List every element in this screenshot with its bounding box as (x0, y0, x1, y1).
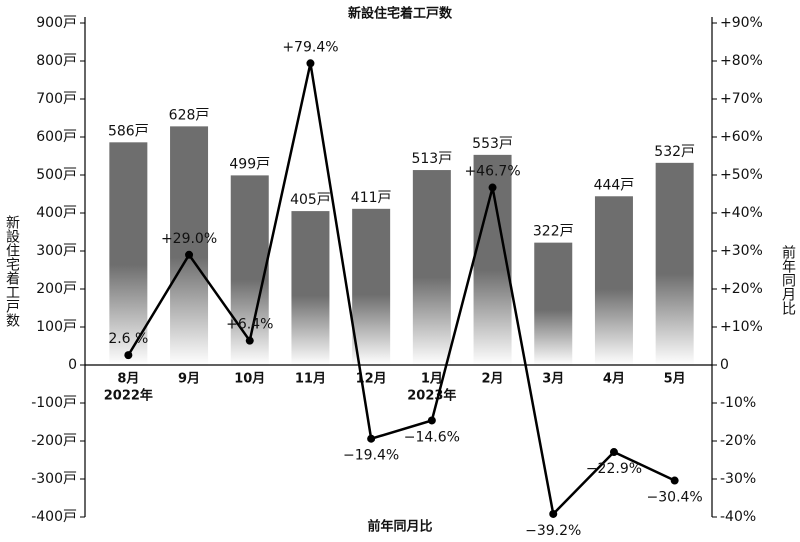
bar-value-label: 628戸 (169, 107, 210, 123)
line-point (124, 351, 133, 360)
bar (412, 170, 451, 365)
bar-value-label: 532戸 (654, 144, 695, 160)
x-tick-label: 2月 (482, 372, 504, 387)
line-point (670, 476, 679, 485)
line-value-label: +79.4% (282, 39, 338, 55)
line-value-label: +46.7% (464, 164, 520, 180)
y-tick-label: 800戸 (36, 53, 77, 69)
bar-value-label: 411戸 (351, 190, 392, 206)
line-value-label: −22.9% (586, 461, 642, 477)
y2-tick-label: -40% (720, 509, 756, 525)
line-point (306, 59, 315, 68)
x-tick-label: 8月 (117, 372, 139, 387)
y-tick-label: -300戸 (31, 471, 77, 487)
bar-value-label: 499戸 (229, 156, 270, 172)
y-tick-label: 900戸 (36, 15, 77, 31)
line (127, 63, 676, 517)
x-sub-label: 2022年 (104, 388, 153, 404)
chart-title: 新設住宅着工戸数 (348, 6, 453, 22)
y2-tick-label: +60% (720, 129, 763, 145)
line-value-label: +29.0% (161, 231, 217, 247)
y-axis-label: 新設住宅着工戸数 (4, 215, 20, 327)
y2-tick-label: 0 (720, 357, 729, 373)
y2-tick-label: +90% (720, 15, 763, 31)
bar (352, 208, 391, 365)
y-tick-label: 0 (68, 357, 77, 373)
bar (655, 162, 694, 365)
x-tick-label: 12月 (356, 372, 387, 387)
x-tick-label: 11月 (295, 372, 326, 387)
x-sub-label: 2023年 (407, 388, 456, 404)
y-tick-label: -100戸 (31, 395, 77, 411)
line-point (245, 336, 254, 345)
bar (594, 196, 633, 365)
x-tick-label: 10月 (234, 372, 265, 387)
y2-tick-label: +80% (720, 53, 763, 69)
y2-tick-label: -20% (720, 433, 756, 449)
bar-value-label: 322戸 (533, 224, 574, 240)
bar (170, 126, 209, 365)
y2-tick-label: -30% (720, 471, 756, 487)
x-tick-label: 9月 (178, 372, 200, 387)
y2-axis-label: 前年同月比 (780, 244, 796, 315)
y2-tick-label: -10% (720, 395, 756, 411)
line-point (549, 509, 558, 518)
x-axis-label: 前年同月比 (367, 519, 432, 535)
y2-tick-label: +40% (720, 205, 763, 221)
x-tick-label: 1月 (421, 372, 443, 387)
y2-tick-label: +70% (720, 91, 763, 107)
line-value-label: 2.6 % (108, 331, 148, 347)
line-value-label: −30.4% (647, 490, 703, 506)
bar-value-label: 513戸 (411, 151, 452, 167)
y-tick-label: 600戸 (36, 129, 77, 145)
line-point (367, 434, 376, 443)
y-tick-label: 100戸 (36, 319, 77, 335)
y-tick-label: -400戸 (31, 509, 77, 525)
y-tick-label: -200戸 (31, 433, 77, 449)
y-tick-label: 200戸 (36, 281, 77, 297)
line-value-label: −39.2% (525, 523, 581, 539)
bar (534, 242, 573, 365)
y-tick-label: 400戸 (36, 205, 77, 221)
bar-value-label: 586戸 (108, 123, 149, 139)
x-tick-label: 3月 (542, 372, 564, 387)
bar-value-label: 444戸 (594, 177, 635, 193)
y-tick-label: 700戸 (36, 91, 77, 107)
line-value-label: +6.4% (226, 317, 273, 333)
x-tick-label: 5月 (664, 372, 686, 387)
y2-tick-label: +20% (720, 281, 763, 297)
line-value-label: −19.4% (343, 448, 399, 464)
y2-tick-label: +10% (720, 319, 763, 335)
line-point (609, 448, 618, 457)
bar (230, 175, 269, 365)
x-tick-label: 4月 (603, 372, 625, 387)
bar (109, 142, 148, 365)
bar-value-label: 553戸 (472, 136, 513, 152)
y-tick-label: 500戸 (36, 167, 77, 183)
line-point (185, 250, 194, 259)
y2-tick-label: +50% (720, 167, 763, 183)
line-point (427, 416, 436, 425)
bar (291, 211, 330, 365)
line-point (488, 183, 497, 192)
bar-value-label: 405戸 (290, 192, 331, 208)
y-tick-label: 300戸 (36, 243, 77, 259)
line-value-label: −14.6% (404, 429, 460, 445)
y2-tick-label: +30% (720, 243, 763, 259)
